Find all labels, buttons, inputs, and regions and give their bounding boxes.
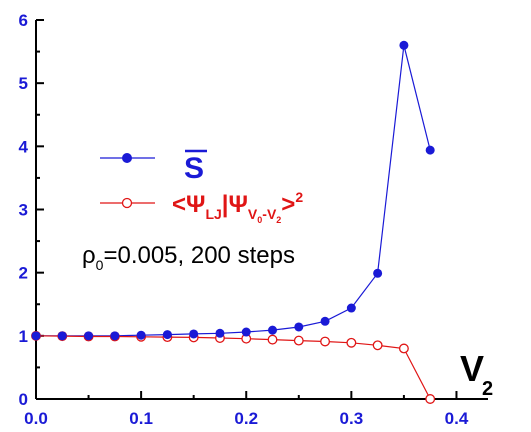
series-s-point bbox=[294, 322, 304, 332]
legend-entry-s: S bbox=[100, 149, 207, 185]
series-s-point bbox=[84, 331, 94, 341]
y-tick-label: 2 bbox=[19, 264, 28, 283]
series-s-point bbox=[425, 145, 435, 155]
series-overlap-point bbox=[372, 340, 383, 351]
series-overlap-point bbox=[320, 336, 331, 347]
series-lines bbox=[35, 45, 431, 400]
y-tick-label: 5 bbox=[19, 74, 28, 93]
x-tick-label: 0.2 bbox=[234, 409, 258, 428]
series-overlap-point bbox=[425, 394, 436, 404]
series-s-point bbox=[241, 327, 251, 337]
series-s-point bbox=[162, 330, 172, 340]
series-s-point bbox=[189, 329, 199, 339]
x-axis-label: V2 bbox=[460, 348, 493, 400]
series-s-point bbox=[346, 303, 356, 313]
series-overlap-point bbox=[398, 343, 409, 354]
series-s-line bbox=[36, 45, 431, 337]
legend-label-overlap: <ΨLJ|ΨV0-V2>2 bbox=[172, 189, 303, 225]
series-s-point bbox=[268, 325, 278, 335]
series-s-point bbox=[136, 330, 146, 340]
x-tick-label: 0.3 bbox=[340, 409, 364, 428]
series-points bbox=[31, 40, 436, 404]
series-s-point bbox=[373, 268, 383, 278]
x-tick-label: 0.1 bbox=[129, 409, 153, 428]
y-tick-label: 0 bbox=[19, 390, 28, 409]
x-tick-label: 0.0 bbox=[24, 409, 48, 428]
series-overlap-point bbox=[267, 334, 278, 345]
y-tick-label: 1 bbox=[19, 327, 28, 346]
y-tick-label: 4 bbox=[19, 137, 29, 156]
series-s-point bbox=[215, 328, 225, 338]
annotation-text: ρ0=0.005, 200 steps bbox=[82, 242, 295, 273]
series-s-point bbox=[31, 331, 41, 341]
legend-marker-overlap bbox=[121, 197, 133, 209]
y-tick-label: 3 bbox=[19, 201, 28, 220]
series-s-point bbox=[399, 40, 409, 50]
legend-marker-s bbox=[122, 153, 132, 163]
series-s-point bbox=[110, 331, 120, 341]
legend-label-s: S bbox=[184, 152, 204, 185]
ticks: 0.0 0.1 0.2 0.3 0.4 0 1 2 3 4 5 6 bbox=[19, 11, 469, 428]
series-s-point bbox=[57, 331, 67, 341]
series-s-point bbox=[320, 316, 330, 326]
series-overlap-line bbox=[35, 335, 431, 400]
x-axis-label-subscript: 2 bbox=[482, 378, 493, 400]
series-overlap-point bbox=[346, 337, 357, 348]
y-tick-label: 6 bbox=[19, 11, 28, 30]
legend-entry-overlap: <ΨLJ|ΨV0-V2>2 bbox=[100, 189, 303, 225]
series-overlap-point bbox=[293, 335, 304, 346]
x-tick-label: 0.4 bbox=[445, 409, 469, 428]
